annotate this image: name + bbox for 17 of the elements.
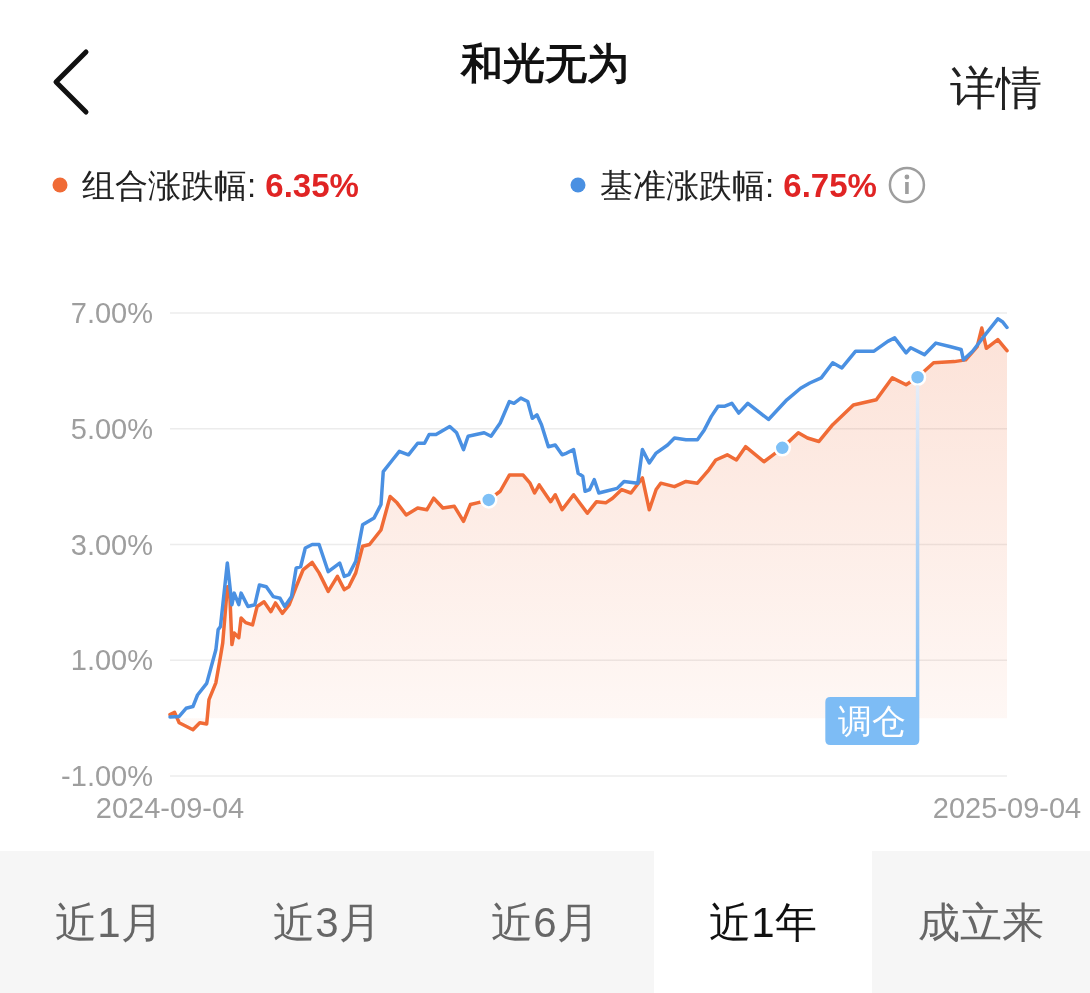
ytick: 3.00% bbox=[70, 528, 153, 561]
legend-item: 组合涨跌幅: 6.35% bbox=[52, 166, 359, 204]
tab-label: 近6月 bbox=[491, 898, 599, 946]
legend-item: 基准涨跌幅: 6.75% bbox=[570, 166, 877, 204]
tab-label: 近1月 bbox=[55, 898, 163, 946]
ytick: -1.00% bbox=[61, 760, 153, 792]
ytick: 1.00% bbox=[70, 644, 153, 677]
title: 和光无为 bbox=[461, 40, 629, 87]
header-link: 详情 bbox=[950, 62, 1042, 114]
tab-label: 成立来 bbox=[918, 898, 1044, 946]
ytick: 5.00% bbox=[70, 412, 153, 445]
xtick: 2025-09-04 bbox=[932, 792, 1082, 824]
xtick: 2024-09-04 bbox=[95, 792, 245, 824]
tab-label: 近1年 bbox=[709, 898, 817, 946]
tab-label: 近3月 bbox=[273, 898, 381, 946]
ytick: 7.00% bbox=[70, 297, 153, 329]
annotation: 调仓 bbox=[838, 702, 907, 740]
